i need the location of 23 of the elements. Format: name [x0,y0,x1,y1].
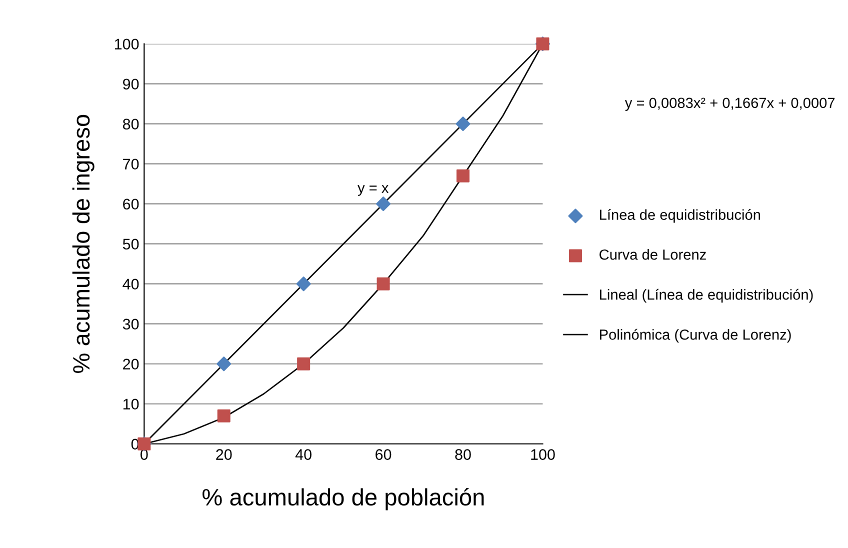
y-tick-label: 10 [123,398,139,410]
x-tick-label: 80 [455,449,471,460]
legend-label: Polinómica (Curva de Lorenz) [600,328,791,343]
legend-label: Línea de equidistribución [600,209,760,223]
legend-label: Curva de Lorenz [600,249,706,260]
annotation: y = x [358,185,389,196]
y-tick-label: 30 [122,318,139,330]
x-tick-label: 20 [216,449,232,460]
y-tick-label: 60 [123,198,139,210]
y-tick-label: 50 [122,238,139,250]
x-tick-label: 100 [531,449,555,460]
legend-label: Lineal (Línea de equidistribución) [600,288,813,303]
y-axis-title: % acumulado de ingreso [72,114,94,373]
x-tick-label: 60 [376,449,392,460]
y-tick-label: 40 [122,278,139,290]
y-tick-label: 70 [123,158,139,170]
x-tick-label: 40 [295,449,312,460]
y-tick-label: 80 [122,118,139,130]
y-tick-label: 100 [114,38,139,50]
y-tick-label: 90 [123,78,139,90]
text: y = 0,0083x² + 0,1667x + 0,0007 [624,98,835,111]
x-axis-title: % acumulado de población [202,488,484,510]
y-tick-label: 20 [123,358,139,370]
